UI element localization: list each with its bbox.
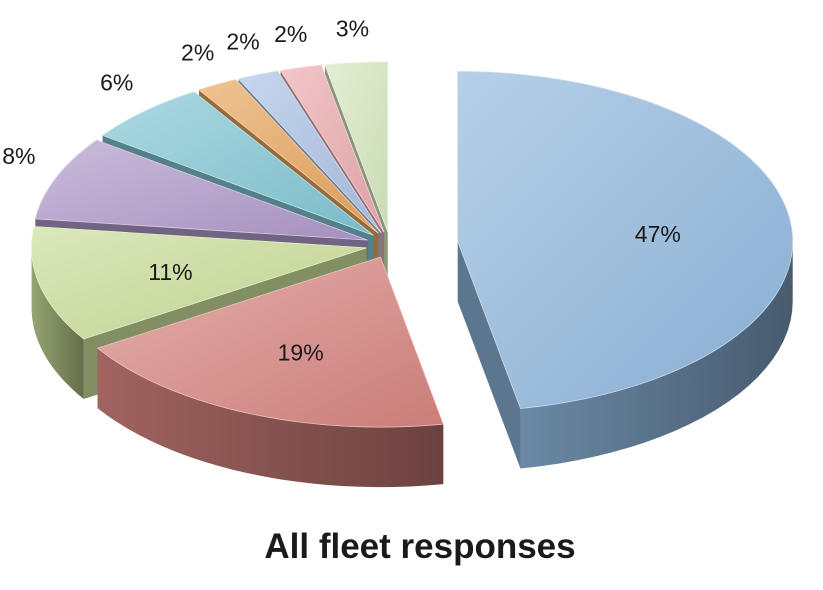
slice-2 [96,256,444,428]
slice-outer-wall [520,241,793,469]
data-label-7: 2% [226,29,259,55]
slice-6 [198,79,379,234]
data-label-2: 19% [278,340,324,366]
slice-4 [34,139,368,241]
data-label-3: 11% [148,259,192,285]
slice-3 [31,226,367,340]
data-label-9: 3% [336,15,369,41]
data-label-6: 2% [181,40,214,66]
slice-9 [324,61,389,232]
slice-top-layer [31,61,794,428]
slice-wall [457,241,521,469]
slice-8 [279,64,385,233]
data-label-8: 2% [274,21,307,47]
data-label-1: 47% [635,221,681,247]
slice-outer-wall [31,247,84,399]
slice-7 [237,70,382,233]
slice-5 [101,91,374,236]
chart-title: All fleet responses [264,527,575,566]
slice-side [457,241,793,469]
slice-1 [457,71,794,409]
data-labels: 47% 19% 11% 8% 6% 2% 2% 2% 3% [2,15,681,365]
data-label-5: 6% [100,70,133,96]
data-label-4: 8% [2,143,35,169]
